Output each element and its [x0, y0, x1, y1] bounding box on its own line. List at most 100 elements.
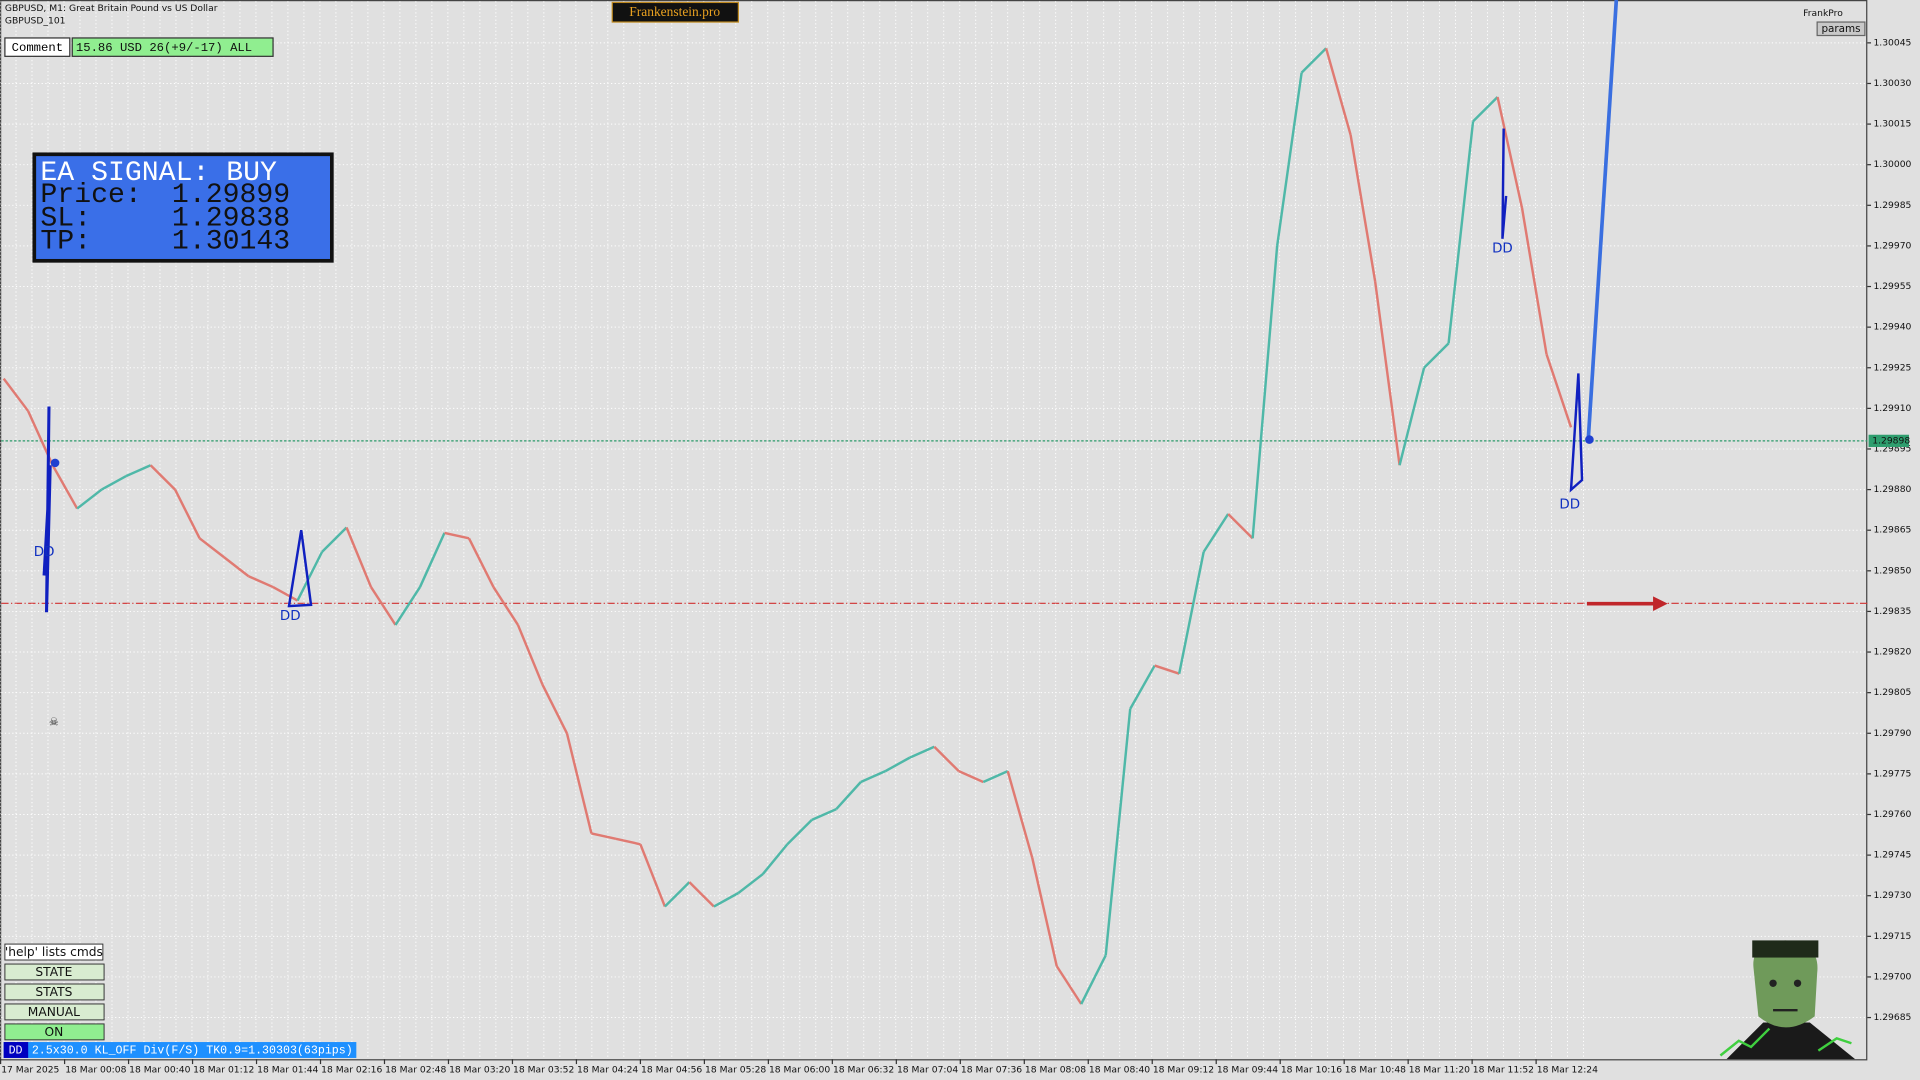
brand-text: Frankenstein.pro: [629, 4, 720, 19]
price-segment: [688, 881, 715, 908]
price-segment: [149, 464, 176, 491]
price-segment: [198, 537, 225, 559]
panel-button[interactable]: [4, 943, 104, 961]
brand-badge: [611, 1, 739, 23]
x-tick-label: 18 Mar 10:48: [1345, 1065, 1406, 1076]
price-segment: [101, 474, 127, 491]
price-segment: [591, 832, 617, 841]
price-segment: [639, 843, 667, 907]
panel-button[interactable]: [4, 963, 105, 981]
x-tick-label: 18 Mar 00:40: [129, 1065, 190, 1076]
comment-status-text: 15.86 USD 26(+9/-17) ALL: [76, 41, 252, 55]
x-tick-label: 18 Mar 03:52: [513, 1065, 574, 1076]
y-tick-label: 1.29850: [1873, 565, 1911, 576]
avatar: [1719, 940, 1856, 1060]
price-segment: [1398, 367, 1426, 466]
price-segment: [345, 527, 373, 588]
x-tick-label: 18 Mar 04:56: [641, 1065, 702, 1076]
price-segment: [2, 377, 30, 412]
price-segment: [467, 537, 495, 588]
panel-button-label[interactable]: STATS: [35, 985, 72, 999]
params-label[interactable]: params: [1821, 23, 1860, 35]
price-segment: [76, 488, 103, 510]
x-tick-label: 18 Mar 00:08: [65, 1065, 126, 1076]
panel-button-label[interactable]: ON: [44, 1025, 63, 1039]
panel-button[interactable]: [4, 1003, 105, 1021]
current-price-badge: [1868, 434, 1909, 447]
price-segment: [860, 770, 886, 784]
signal-zigzag: [1501, 128, 1508, 239]
status-tag-bg: [3, 1042, 29, 1058]
tp-projection: [1586, 0, 1619, 441]
price-segment: [174, 489, 201, 539]
price-segment: [933, 745, 960, 773]
panel-button-label[interactable]: MANUAL: [28, 1005, 80, 1019]
y-tick-label: 1.29895: [1873, 443, 1911, 454]
price-segment: [1080, 954, 1107, 1005]
price-segment: [321, 526, 348, 553]
price-segment: [1055, 965, 1083, 1005]
price-segment: [1031, 857, 1058, 967]
y-tick-label: 1.30045: [1873, 37, 1911, 48]
price-segment: [1545, 353, 1573, 428]
price-segment: [1373, 280, 1401, 466]
y-tick-label: 1.29730: [1873, 890, 1911, 901]
signal-row-label: Price:: [40, 180, 141, 211]
price-segment: [516, 624, 544, 685]
x-tick-label: 18 Mar 09:44: [1217, 1065, 1278, 1076]
price-segment: [1251, 245, 1279, 539]
panel-button[interactable]: [4, 983, 105, 1001]
params-button[interactable]: [1816, 21, 1866, 37]
price-segment: [1104, 708, 1132, 956]
comment-label[interactable]: Comment: [12, 41, 63, 55]
price-segment: [713, 891, 739, 908]
price-segment: [223, 556, 250, 578]
entry-dot: [1585, 435, 1594, 444]
x-tick-label: 18 Mar 07:36: [961, 1065, 1022, 1076]
status-text: 2.5x30.0 KL_OFF Div(F/S) TK0.9=1.30303(6…: [32, 1045, 353, 1058]
y-tick-label: 1.30030: [1873, 78, 1911, 89]
y-tick-label: 1.30000: [1873, 159, 1911, 170]
y-tick-label: 1.29985: [1873, 200, 1911, 211]
panel-button-label[interactable]: 'help' lists cmds: [5, 945, 103, 959]
price-segment: [615, 837, 641, 846]
signal-row-label: TP:: [40, 227, 91, 258]
symbol-title: GBPUSD, M1: Great Britain Pound vs US Do…: [5, 3, 218, 14]
x-tick-label: 18 Mar 04:24: [577, 1065, 638, 1076]
y-tick-label: 1.30015: [1873, 119, 1911, 130]
signal-box: [32, 152, 334, 263]
y-tick-label: 1.29775: [1873, 768, 1911, 779]
y-tick-label: 1.29790: [1873, 728, 1911, 739]
price-segment: [444, 531, 470, 540]
y-tick-label: 1.29700: [1873, 971, 1911, 982]
x-tick-label: 18 Mar 02:48: [385, 1065, 446, 1076]
x-tick-label: 18 Mar 01:12: [193, 1065, 254, 1076]
y-tick-label: 1.29820: [1873, 647, 1911, 658]
signal-row-value: 1.29838: [172, 203, 290, 234]
y-tick-label: 1.29925: [1873, 362, 1911, 373]
y-tick-label: 1.29940: [1873, 322, 1911, 333]
dd-marker: DD: [280, 609, 301, 624]
y-tick-label: 1.29745: [1873, 850, 1911, 861]
price-segment: [1154, 664, 1180, 675]
x-tick-label: 18 Mar 08:40: [1089, 1065, 1150, 1076]
price-segment: [1520, 207, 1548, 355]
price-segment: [811, 807, 837, 822]
panel-button-label[interactable]: STATE: [35, 965, 72, 979]
price-segment: [1423, 342, 1450, 369]
price-segment: [394, 586, 422, 626]
entry-dot: [50, 458, 60, 468]
signal-zigzag: [42, 406, 52, 613]
price-segment: [51, 464, 79, 510]
price-segment: [1324, 47, 1352, 136]
sl-arrow-head: [1653, 596, 1668, 612]
x-tick-label: 18 Mar 01:44: [257, 1065, 318, 1076]
price-segment: [786, 819, 813, 846]
panel-button[interactable]: [4, 1023, 105, 1041]
comment-button[interactable]: [4, 37, 71, 57]
y-tick-label: 1.29865: [1873, 525, 1911, 536]
price-segment: [1447, 121, 1475, 344]
signal-zigzag: [287, 530, 313, 608]
price-segment: [1300, 47, 1327, 74]
